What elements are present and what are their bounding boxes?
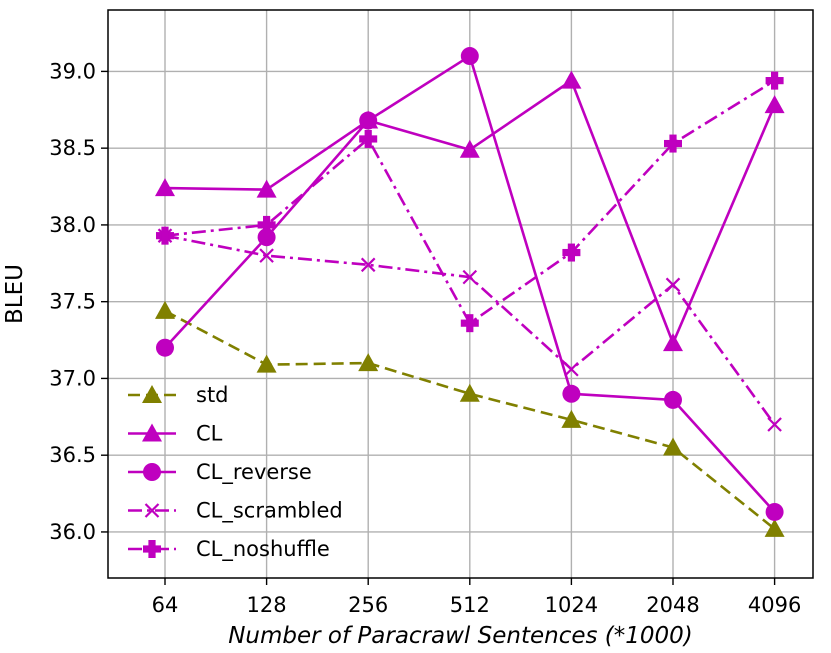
legend-label-cl: CL	[196, 422, 223, 446]
data-point-std	[764, 518, 785, 537]
data-point-cl-reverse	[359, 111, 378, 130]
data-point-std	[561, 409, 582, 428]
x-marker-stroke	[665, 277, 681, 293]
y-tick-label: 36.5	[49, 443, 96, 467]
x-tick-label: 2048	[646, 593, 699, 617]
data-point-std	[155, 300, 175, 319]
plus-marker-bar	[567, 243, 575, 262]
legend-marker-cl-noshuffle	[143, 540, 161, 558]
axis-ticks: 64 128 256 512 1024 2048 4096 36.0 36.5 37.0 37.5 3…	[49, 59, 801, 617]
x-marker-stroke	[144, 503, 160, 518]
legend-marker-cl	[142, 423, 162, 442]
legend-marker-std	[142, 385, 162, 403]
data-point-std	[256, 354, 277, 373]
data-point-cl	[663, 333, 683, 352]
plus-marker-bar	[771, 71, 779, 90]
x-tick-label: 4096	[748, 593, 801, 617]
data-point-cl-reverse	[460, 47, 479, 66]
legend-entry-cl-reverse: CL_reverse	[128, 460, 312, 485]
x-marker-stroke	[462, 269, 478, 285]
data-point-std	[663, 437, 683, 456]
data-point-cl-scrambled	[360, 257, 376, 273]
plus-marker-bar	[466, 314, 474, 333]
legend-marker-cl-scrambled	[144, 503, 160, 518]
legend-marker-cl-reverse	[143, 463, 161, 481]
data-point-cl-noshuffle	[664, 134, 682, 153]
data-point-cl-reverse	[664, 390, 682, 409]
series-layer	[155, 47, 785, 537]
data-point-cl-reverse	[257, 228, 276, 247]
data-point-cl-reverse	[765, 502, 784, 521]
data-point-cl-scrambled	[259, 248, 274, 263]
data-point-cl-noshuffle	[460, 314, 479, 333]
x-marker-stroke	[767, 417, 782, 432]
x-marker-stroke	[259, 248, 274, 263]
legend-entry-cl-scrambled: CL_scrambled	[128, 499, 343, 524]
y-tick-label: 38.0	[49, 213, 96, 237]
data-point-cl-noshuffle	[359, 129, 378, 148]
data-point-cl-reverse	[156, 338, 174, 357]
plus-marker-bar	[364, 129, 372, 148]
legend-label-cl-reverse: CL_reverse	[196, 460, 312, 485]
legend-label-cl-noshuffle: CL_noshuffle	[196, 537, 330, 562]
plus-marker-bar	[263, 215, 271, 234]
series-cl-noshuffle	[156, 71, 784, 333]
data-point-cl-scrambled	[767, 417, 782, 432]
y-tick-label: 37.5	[49, 290, 96, 314]
plus-marker-bar	[161, 226, 169, 245]
x-marker-stroke	[360, 257, 376, 273]
x-tick-label: 128	[247, 593, 287, 617]
y-axis-label: BLEU	[2, 264, 28, 324]
data-point-cl-reverse	[562, 384, 581, 403]
legend-label-std: std	[196, 383, 229, 407]
x-tick-label: 1024	[545, 593, 598, 617]
x-marker-stroke	[564, 361, 579, 377]
data-point-cl	[561, 70, 582, 89]
legend-entry-std: std	[128, 383, 229, 407]
x-axis-label: Number of Paracrawl Sentences (*1000)	[228, 623, 693, 649]
data-point-std	[358, 353, 379, 372]
data-point-cl	[764, 95, 785, 114]
data-point-cl-noshuffle	[257, 215, 276, 234]
data-point-cl	[155, 178, 175, 197]
data-point-cl-scrambled	[462, 269, 478, 285]
plus-marker-bar	[669, 134, 677, 153]
plus-marker-bar	[148, 540, 156, 558]
data-point-cl	[256, 179, 277, 198]
y-tick-label: 38.5	[49, 136, 96, 160]
legend-entry-cl: CL	[128, 422, 223, 446]
data-point-cl	[459, 139, 480, 158]
data-point-cl-noshuffle	[562, 243, 581, 262]
plot-frame	[107, 9, 814, 579]
series-cl-scrambled	[157, 228, 782, 432]
x-tick-label: 512	[450, 593, 490, 617]
y-tick-label: 39.0	[49, 59, 96, 83]
legend-entry-cl-noshuffle: CL_noshuffle	[128, 537, 330, 562]
legend-label-cl-scrambled: CL_scrambled	[196, 499, 343, 524]
x-tick-label: 256	[348, 593, 388, 617]
data-point-cl-noshuffle	[765, 71, 784, 90]
y-tick-label: 36.0	[49, 520, 96, 544]
data-point-std	[459, 383, 480, 402]
series-std	[155, 300, 785, 537]
series-cl-reverse	[156, 47, 784, 521]
legend: std CL CL_reverse CL_scrambled CL_noshuffle	[128, 383, 343, 562]
data-point-cl-noshuffle	[156, 226, 174, 245]
data-point-cl-scrambled	[564, 361, 579, 377]
x-tick-label: 64	[152, 593, 179, 617]
y-tick-label: 37.0	[49, 366, 96, 390]
data-point-cl-scrambled	[665, 277, 681, 293]
